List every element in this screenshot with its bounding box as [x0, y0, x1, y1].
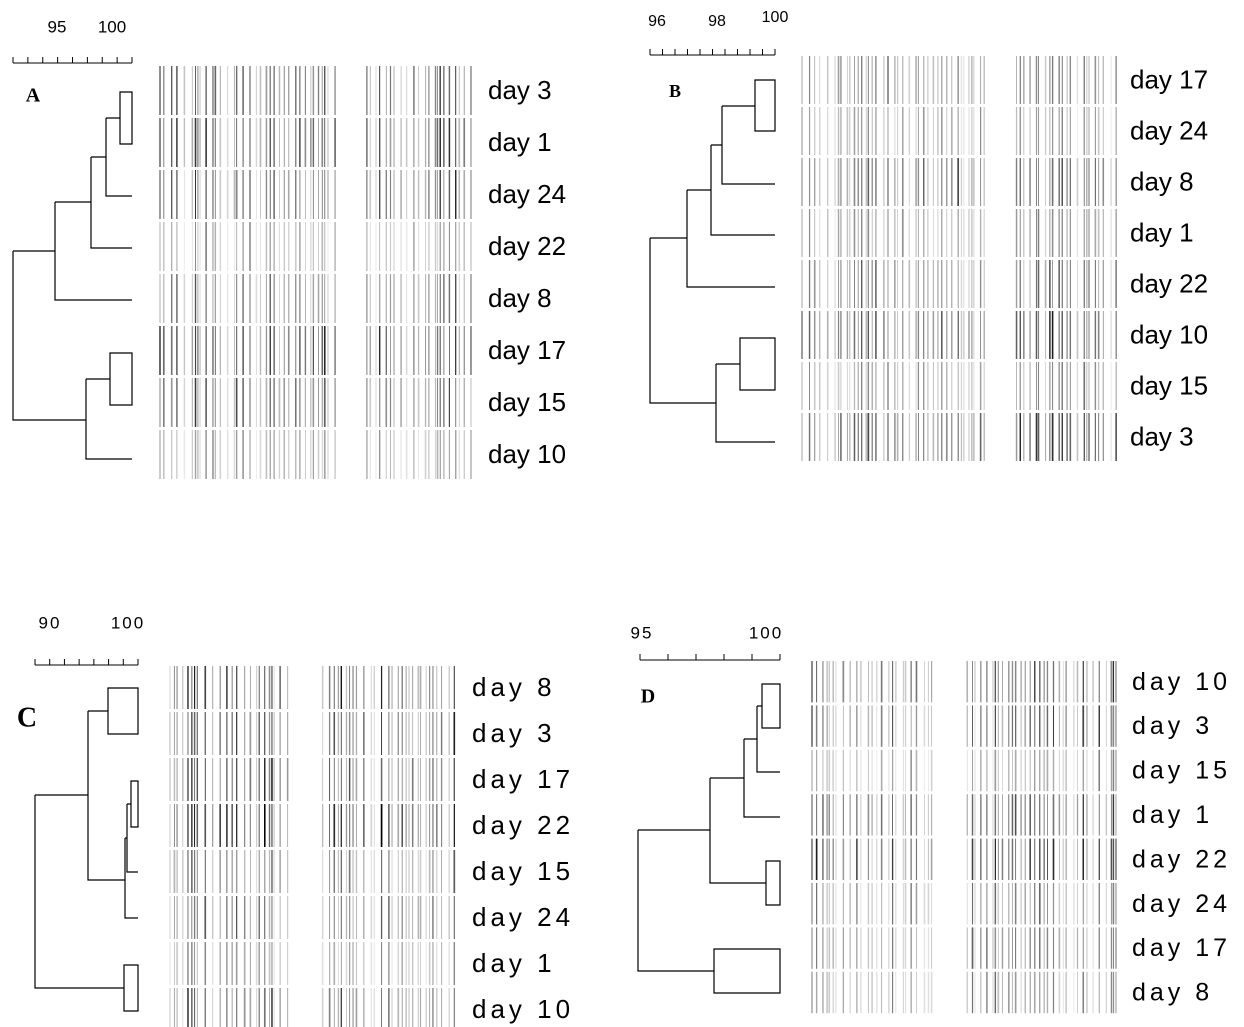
scale-tick-label: 98 — [708, 13, 726, 30]
scale-tick-label: 100 — [749, 623, 783, 642]
gel-lane — [812, 839, 1116, 880]
gel-lane — [170, 758, 454, 801]
lane-label: day 8 — [1132, 979, 1213, 1007]
lane-label: day 24 — [488, 179, 566, 209]
gel-lane — [802, 311, 1116, 359]
dendrogram — [638, 684, 780, 993]
lane-label: day 3 — [488, 75, 552, 105]
lane-label: day 10 — [472, 994, 574, 1024]
gel-lane — [812, 750, 1116, 791]
scale-tick-label: 96 — [648, 13, 666, 30]
lane-label: day 1 — [1130, 217, 1194, 247]
lane-label: day 8 — [1130, 166, 1194, 196]
gel-lane — [812, 927, 1116, 968]
dendrogram — [13, 92, 132, 459]
panel-letter: A — [26, 85, 41, 107]
lane-label: day 17 — [472, 764, 574, 794]
lane-label: day 1 — [1132, 801, 1213, 829]
gel-lane — [170, 988, 454, 1027]
lane-label: day 22 — [1132, 845, 1231, 873]
lane-label: day 22 — [488, 231, 566, 261]
panel-letter: B — [669, 81, 681, 101]
lane-label: day 10 — [1132, 668, 1231, 696]
gel-lane — [160, 170, 471, 219]
gel-lane — [802, 107, 1116, 155]
scale-tick-label: 90 — [39, 613, 62, 632]
gel-lane — [170, 666, 454, 709]
scale-tick-label: 100 — [111, 613, 145, 632]
lane-label: day 10 — [1130, 319, 1208, 349]
gel-lane — [170, 896, 454, 939]
lane-label: day 24 — [1132, 890, 1231, 918]
gel-lane — [802, 56, 1116, 104]
gel-lane — [160, 118, 471, 167]
lane-label: day 15 — [1130, 370, 1208, 400]
gel-lane — [812, 883, 1116, 924]
panel-letter: D — [641, 686, 655, 708]
scale-tick-label: 95 — [48, 17, 67, 36]
gel-lane — [170, 712, 454, 755]
gel-lane — [160, 274, 471, 323]
lane-label: day 1 — [488, 127, 552, 157]
gel-lane — [170, 850, 454, 893]
gel-lane — [812, 705, 1116, 746]
lane-label: day 3 — [1132, 712, 1213, 740]
gel-lane — [170, 804, 454, 847]
lane-label: day 17 — [488, 335, 566, 365]
lane-label: day 1 — [472, 948, 556, 978]
lane-label: day 8 — [488, 283, 552, 313]
gel-lane — [160, 66, 471, 115]
gel-lane — [170, 942, 454, 985]
scale-tick-label: 95 — [631, 623, 654, 642]
gel-lane — [812, 661, 1116, 702]
gel-lane — [812, 972, 1116, 1013]
gel-lane — [160, 326, 471, 375]
lane-label: day 22 — [472, 810, 574, 840]
figure: A 95 100 day 3 day 1 day 24 day 22 day 8 day 17 d… — [0, 0, 1244, 1027]
gel-lane — [160, 430, 471, 479]
lane-label: day 17 — [1130, 64, 1208, 94]
gel-lane — [802, 260, 1116, 308]
gel-lane — [802, 158, 1116, 206]
dendrogram — [35, 688, 138, 1011]
dendrogram — [650, 80, 775, 442]
lane-label: day 15 — [488, 387, 566, 417]
lane-label: day 15 — [1132, 757, 1231, 785]
lane-label: day 24 — [472, 902, 574, 932]
scale-tick-label: 100 — [762, 9, 789, 26]
gel-lane — [160, 378, 471, 427]
gel-lane — [802, 413, 1116, 461]
lane-label: day 3 — [472, 718, 556, 748]
gel-lane — [802, 209, 1116, 257]
lane-label: day 8 — [472, 672, 556, 702]
gel-lane — [812, 794, 1116, 835]
lane-label: day 10 — [488, 439, 566, 469]
lane-label: day 17 — [1132, 934, 1231, 962]
scale-tick-label: 100 — [98, 17, 126, 36]
lane-label: day 3 — [1130, 421, 1194, 451]
gel-lane — [802, 362, 1116, 410]
lane-label: day 22 — [1130, 268, 1208, 298]
gel-lane — [160, 222, 471, 271]
lane-label: day 15 — [472, 856, 574, 886]
lane-label: day 24 — [1130, 115, 1208, 145]
panel-letter: C — [17, 702, 37, 733]
